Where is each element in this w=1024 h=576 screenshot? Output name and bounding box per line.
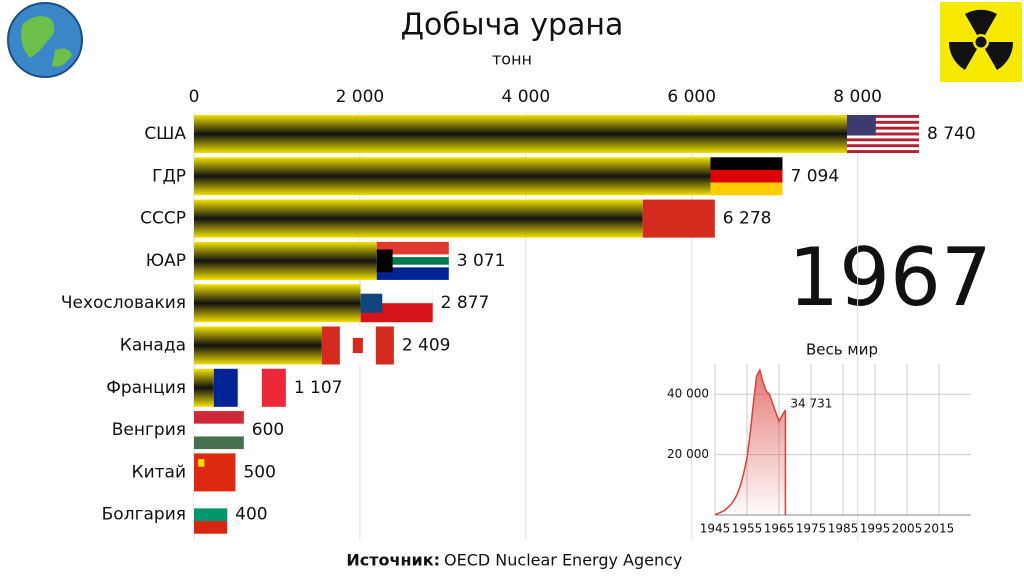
- x-tick-label: 2005: [892, 522, 923, 536]
- x-tick-label: 0: [189, 87, 200, 107]
- flag: [360, 284, 433, 323]
- flag-part: [847, 115, 920, 118]
- flag-part: [360, 293, 383, 313]
- bar: [194, 157, 783, 196]
- x-tick-label: 4 000: [501, 87, 550, 107]
- flag: [376, 241, 449, 280]
- flag-part: [847, 150, 920, 153]
- flag-part: [710, 169, 783, 183]
- flag-part: [847, 132, 920, 136]
- value-label: 34 731: [790, 397, 832, 411]
- value-label: 500: [243, 462, 275, 482]
- x-tick-label: 6 000: [667, 87, 716, 107]
- inset-title: Весь мир: [806, 341, 878, 359]
- value-label: 6 278: [723, 209, 772, 229]
- flag-part: [352, 337, 363, 354]
- flag-part: [261, 368, 286, 407]
- y-tick-label: Болгария: [102, 505, 186, 525]
- y-tick-label: Китай: [132, 462, 187, 482]
- flag-part: [213, 368, 238, 407]
- x-tick-label: 1955: [732, 522, 763, 536]
- y-tick-label: ГДР: [152, 166, 186, 186]
- globe-icon: [7, 2, 83, 78]
- y-tick-label: 40 000: [667, 387, 709, 401]
- y-tick-label: СССР: [140, 209, 186, 229]
- value-label: 600: [252, 420, 284, 440]
- radiation-icon: [940, 2, 1022, 82]
- x-tick-label: 1965: [764, 522, 795, 536]
- flag-part: [710, 182, 783, 196]
- flag-part: [198, 459, 205, 467]
- flag: [710, 157, 783, 196]
- flag-part: [376, 257, 449, 265]
- flag: [194, 453, 236, 492]
- bar: [194, 115, 920, 153]
- area: [715, 370, 786, 515]
- flag-part: [194, 436, 244, 450]
- y-tick-label: Чехословакия: [61, 293, 186, 313]
- value-label: 3 071: [457, 251, 506, 271]
- x-tick-label: 1975: [796, 522, 827, 536]
- value-label: 2 877: [441, 293, 490, 313]
- flag-part: [194, 508, 228, 522]
- flag: [847, 115, 920, 153]
- flag-part: [642, 199, 715, 238]
- flag: [321, 326, 394, 365]
- flag: [194, 495, 228, 534]
- y-tick-label: 20 000: [667, 447, 709, 461]
- flag-part: [194, 411, 244, 424]
- x-tick-label: 1995: [860, 522, 891, 536]
- source-label: Источник:: [346, 551, 440, 570]
- value-label: 2 409: [402, 336, 451, 356]
- flag-part: [847, 120, 920, 124]
- flag-part: [194, 495, 228, 509]
- flag-part: [194, 423, 244, 437]
- x-tick-label: 8 000: [833, 87, 882, 107]
- line: [714, 367, 787, 516]
- flag-part: [237, 368, 262, 407]
- flag-part: [710, 157, 783, 170]
- flag: [642, 199, 715, 238]
- flag-part: [194, 521, 228, 534]
- flag-part: [376, 249, 393, 273]
- y-tick-label: США: [144, 124, 186, 144]
- year-label: 1967: [788, 231, 992, 324]
- chart-subtitle: тонн: [492, 50, 532, 69]
- value-label: 8 740: [927, 124, 976, 144]
- flag-part: [847, 138, 920, 142]
- value-label: 400: [235, 505, 267, 525]
- y-tick-label: Франция: [106, 378, 186, 398]
- flag-part: [847, 144, 920, 148]
- flag: [213, 368, 286, 407]
- x-tick-label: 1945: [700, 522, 731, 536]
- y-tick-label: ЮАР: [146, 251, 186, 271]
- flag-part: [847, 115, 876, 136]
- chart-title: Добыча урана: [401, 8, 624, 43]
- value-label: 1 107: [294, 378, 343, 398]
- bar: [194, 199, 715, 238]
- x-tick-label: 2 000: [336, 87, 385, 107]
- value-label: 7 094: [790, 166, 839, 186]
- y-tick-label: Канада: [120, 336, 186, 356]
- flag: [194, 411, 244, 450]
- x-tick-label: 2015: [924, 522, 955, 536]
- x-tick-label: 1985: [828, 522, 859, 536]
- y-tick-label: Венгрия: [112, 420, 186, 440]
- source-text: OECD Nuclear Energy Agency: [444, 551, 682, 570]
- flag-part: [847, 126, 920, 130]
